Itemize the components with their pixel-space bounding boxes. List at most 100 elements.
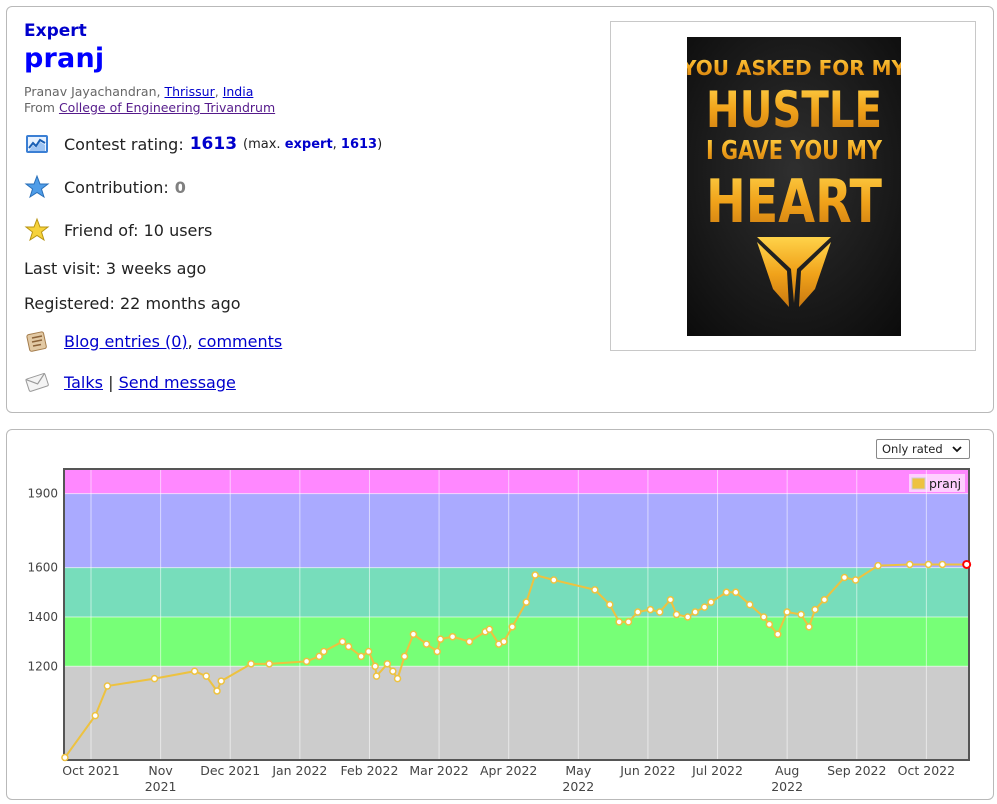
separator: ,	[214, 84, 223, 99]
rating-point	[202, 672, 211, 680]
rating-point	[422, 640, 431, 648]
rating-point-current	[962, 559, 972, 569]
talks-link[interactable]: Talks	[64, 372, 103, 392]
rating-point	[217, 677, 225, 685]
rating-point	[372, 672, 381, 680]
user-organization: From College of Engineering Trivandrum	[24, 100, 275, 115]
rating-point	[448, 632, 457, 641]
rating-band-2	[64, 567, 969, 617]
avatar-line-2: HUSTLE	[706, 81, 882, 139]
rating-point	[615, 618, 623, 626]
user-full-name: Pranav Jayachandran,	[24, 84, 165, 99]
rating-point	[906, 560, 914, 569]
avatar-frame: YOU ASKED FOR MY HUSTLE I GAVE YOU MY HE…	[610, 21, 976, 351]
user-handle[interactable]: pranj	[24, 43, 105, 74]
avatar-line-1: YOU ASKED FOR MY	[687, 56, 901, 80]
contest-rating-label: Contest rating:	[64, 134, 184, 154]
friend-row: Friend of: 10 users	[24, 217, 212, 243]
x-tick-label: Jul 2022	[691, 763, 743, 778]
blog-icon	[24, 328, 50, 354]
rating-point	[672, 610, 681, 619]
rating-point	[357, 652, 365, 661]
rating-point	[436, 635, 445, 643]
max-rating: (max. expert, 1613)	[243, 137, 382, 152]
rating-point	[531, 571, 539, 579]
rating-point	[383, 660, 392, 668]
rating-point	[389, 667, 397, 675]
rating-point	[722, 588, 731, 597]
rating-point	[851, 576, 860, 584]
contribution-value: 0	[174, 177, 186, 197]
rating-point	[371, 662, 379, 671]
x-tick-label: Aug	[775, 763, 799, 778]
rating-point	[522, 598, 531, 606]
max-suffix: )	[377, 136, 383, 152]
rating-point	[393, 674, 402, 683]
rating-point	[433, 647, 441, 656]
rating-point	[315, 652, 323, 661]
gold-star-icon	[24, 217, 50, 243]
rating-point	[624, 618, 633, 626]
rating-band-0	[64, 666, 969, 760]
rating-point	[265, 660, 274, 668]
rating-point	[364, 647, 373, 656]
contest-rating-row: Contest rating: 1613 (max. expert, 1613)	[24, 131, 382, 157]
rating-point	[765, 620, 774, 629]
rating-point	[759, 613, 768, 621]
rating-point	[707, 598, 715, 606]
x-tick-label: Oct 2022	[898, 763, 955, 778]
rating-point	[103, 682, 112, 690]
blog-row: Blog entries (0), comments	[24, 328, 282, 354]
rating-point	[247, 660, 255, 668]
x-tick-label: Dec 2021	[200, 763, 260, 778]
rating-point	[655, 608, 664, 616]
rating-filter-select[interactable]: Only rated	[876, 439, 970, 459]
max-sep: ,	[332, 136, 341, 152]
contest-rating-value: 1613	[189, 134, 238, 154]
blue-star-icon	[24, 174, 50, 200]
y-tick-label: 1600	[27, 561, 58, 575]
x-tick-label: 2022	[562, 779, 594, 794]
x-tick-label: Sep 2022	[827, 763, 886, 778]
rating-point	[691, 608, 699, 616]
comments-link[interactable]: comments	[197, 331, 283, 351]
rating-point	[213, 687, 221, 695]
rating-chart-icon	[24, 131, 50, 157]
avatar-image[interactable]: YOU ASKED FOR MY HUSTLE I GAVE YOU MY HE…	[687, 37, 901, 336]
rating-point	[683, 613, 692, 621]
rating-point	[606, 600, 614, 609]
country-link[interactable]: India	[222, 84, 254, 99]
rating-point	[634, 608, 642, 616]
rating-point	[190, 667, 199, 675]
rank-title: Expert	[24, 21, 87, 41]
rating-point	[61, 753, 69, 762]
rating-point	[500, 637, 508, 646]
y-tick-label: 1400	[27, 610, 58, 624]
x-tick-label: Feb 2022	[341, 763, 399, 778]
blog-entries-link[interactable]: Blog entries (0)	[64, 331, 188, 351]
user-name-location: Pranav Jayachandran, Thrissur, India	[24, 84, 253, 99]
x-tick-label: Apr 2022	[480, 763, 537, 778]
rating-point	[591, 586, 599, 594]
rating-point	[91, 711, 100, 720]
x-tick-label: Jun 2022	[619, 763, 675, 778]
organization-link[interactable]: College of Engineering Trivandrum	[58, 100, 276, 115]
comma: ,	[187, 331, 193, 351]
city-link[interactable]: Thrissur	[164, 84, 215, 99]
rating-point	[840, 573, 849, 582]
friend-of-text: Friend of: 10 users	[64, 220, 213, 240]
rating-point	[485, 625, 494, 634]
rating-graph-box: Only rated 1200 1400 1600 1900 Oct 2021 Nov 20…	[6, 429, 994, 800]
x-tick-label: Jan 2022	[271, 763, 327, 778]
max-rating-value: 1613	[340, 136, 378, 152]
rating-point	[783, 608, 791, 616]
rating-point	[320, 647, 328, 656]
rating-point	[150, 674, 159, 683]
x-tick-label: Oct 2021	[62, 763, 119, 778]
pipe-separator: |	[108, 372, 114, 392]
rating-point	[811, 605, 819, 614]
rating-filter-value: Only rated	[882, 442, 943, 456]
rating-point	[646, 605, 655, 614]
send-message-link[interactable]: Send message	[118, 372, 236, 392]
rating-point	[465, 637, 474, 646]
